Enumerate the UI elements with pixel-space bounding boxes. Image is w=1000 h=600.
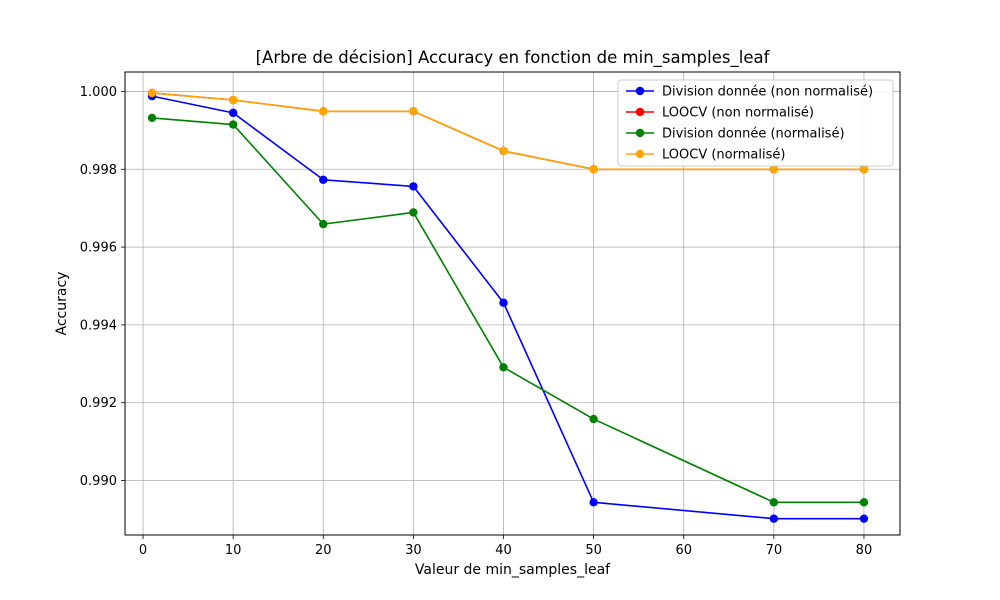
legend-marker [635,128,645,138]
data-point [147,113,157,123]
data-point [409,107,418,116]
data-point [228,120,238,129]
x-tick-label: 50 [585,543,602,558]
data-point [769,498,779,507]
plot-frame [124,71,901,536]
legend-label: LOOCV (non normalisé) [662,106,814,121]
data-point [228,108,238,118]
x-axis-label: Valeur de min_samples_leaf [415,562,611,578]
data-point [589,414,598,424]
data-point [228,95,238,105]
legend-item: LOOCV (normalisé) [626,148,785,163]
data-point [859,165,869,174]
data-point [409,182,418,191]
x-tick-label: 80 [856,543,873,558]
y-tick-label: 0.990 [80,474,117,489]
data-point [147,88,157,98]
legend: Division donnée (non normalisé) LOOCV (no… [617,79,894,167]
legend-marker [635,107,645,117]
legend-box [617,79,894,167]
data-point [589,165,598,174]
data-point [769,165,779,174]
x-axis: 0 10 20 30 40 50 60 70 80 [139,535,872,558]
data-point [499,363,508,372]
series-layer [147,88,869,523]
x-tick-label: 40 [495,543,512,558]
series-line [151,95,864,520]
series-line [151,92,864,171]
data-point [859,498,869,507]
data-point [319,219,328,229]
data-point [589,498,598,507]
x-tick-label: 0 [139,543,147,558]
legend-label: Division donnée (non normalisé) [662,85,873,100]
data-point [499,298,508,307]
y-tick-label: 0.996 [80,241,117,256]
data-point [859,514,869,523]
legend-label: Division donnée (normalisé) [662,127,845,142]
data-point [409,208,418,217]
legend-label: LOOCV (normalisé) [662,148,785,163]
y-tick-label: 1.000 [80,85,117,100]
y-axis-label: Accuracy [54,272,70,336]
chart-title: [Arbre de décision] Accuracy en fonction… [256,48,771,68]
legend-marker [635,86,645,96]
x-tick-label: 10 [225,543,242,558]
y-tick-label: 0.992 [80,396,117,411]
x-tick-label: 70 [766,543,783,558]
series-1 [147,91,869,523]
data-point [319,175,328,184]
data-point [499,146,508,156]
data-point [769,514,779,523]
data-point [319,107,328,116]
legend-item: LOOCV (non normalisé) [626,106,814,121]
x-tick-label: 60 [675,543,692,558]
y-tick-label: 0.998 [80,163,117,178]
series-3 [147,113,869,507]
legend-item: Division donnée (non normalisé) [626,85,873,100]
x-tick-label: 30 [405,543,422,558]
series-line [151,117,864,504]
legend-item: Division donnée (normalisé) [626,127,845,142]
y-axis: 0.990 0.992 0.994 0.996 0.998 1.000 [80,85,125,489]
series-4 [147,88,869,174]
x-tick-label: 20 [315,543,332,558]
y-tick-label: 0.994 [80,318,117,333]
legend-marker [635,149,645,159]
